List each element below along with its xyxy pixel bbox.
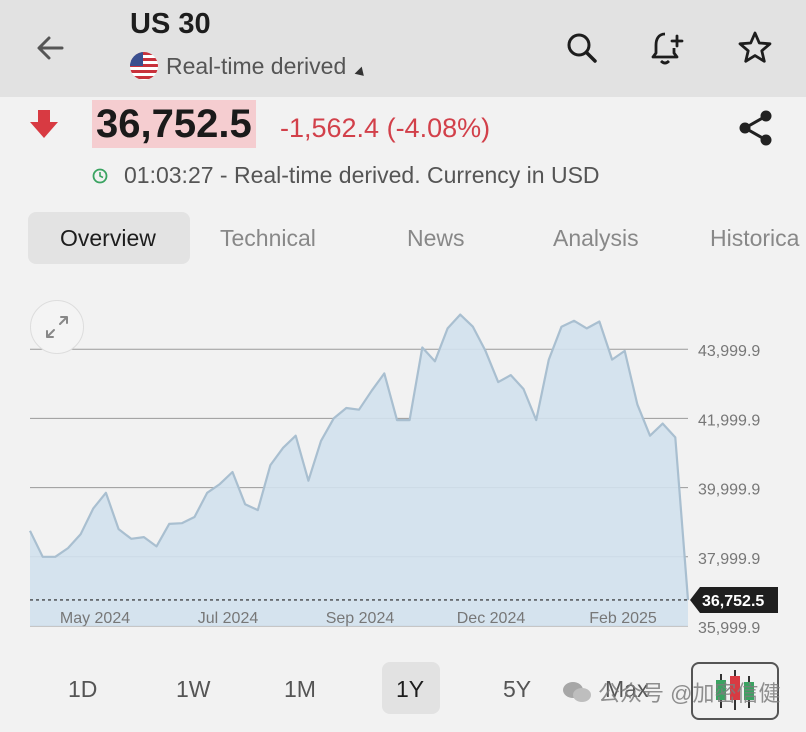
app-bar: US 30 Real-time derived	[0, 0, 806, 97]
share-icon[interactable]	[736, 108, 776, 153]
y-tick-label: 35,999.9	[698, 620, 760, 637]
quote-time-row: 01:03:27 - Real-time derived. Currency i…	[92, 162, 600, 189]
range-1d-button[interactable]: 1D	[68, 676, 98, 702]
clock-icon	[92, 168, 108, 183]
expand-chart-icon[interactable]	[30, 300, 84, 354]
tab-technical[interactable]: Technical	[220, 225, 316, 251]
x-tick-label: Jul 2024	[198, 610, 259, 627]
tab-news[interactable]: News	[407, 225, 465, 251]
range-max-button[interactable]: Max	[605, 676, 649, 702]
last-price: 36,752.5	[92, 100, 256, 148]
watermark-text: 公众号 @加密信健	[562, 676, 780, 708]
source-label: Real-time derived	[166, 52, 347, 79]
last-price-badge	[690, 586, 778, 613]
range-5y-button[interactable]: 5Y	[503, 676, 532, 702]
x-tick-label: Dec 2024	[457, 610, 526, 627]
search-icon[interactable]	[560, 26, 604, 70]
range-1m-button[interactable]: 1M	[284, 676, 316, 702]
y-tick-label: 37,999.9	[698, 551, 760, 568]
tab-overview[interactable]: Overview	[60, 225, 156, 251]
bell-plus-icon[interactable]	[645, 26, 689, 70]
tab-historical[interactable]: Historica	[710, 225, 800, 251]
star-icon[interactable]	[733, 26, 777, 70]
candlestick-icon	[716, 670, 754, 710]
source-selector[interactable]: Real-time derived	[130, 50, 368, 82]
x-tick-label: May 2024	[60, 610, 130, 627]
tab-analysis[interactable]: Analysis	[553, 225, 639, 251]
y-tick-label: 39,999.9	[698, 482, 760, 499]
last-price-label: 36,752.5	[702, 593, 764, 610]
back-arrow-icon[interactable]	[30, 28, 70, 68]
active-tab-highlight	[28, 212, 190, 264]
x-tick-label: Sep 2024	[326, 610, 395, 627]
range-1w-button[interactable]: 1W	[176, 676, 211, 702]
price-down-arrow-icon	[28, 110, 60, 145]
instrument-symbol: US 30	[130, 8, 211, 40]
x-tick-label: Feb 2025	[589, 610, 657, 627]
range-1y-button[interactable]: 1Y	[396, 676, 425, 702]
quote-timestamp: 01:03:27 - Real-time derived. Currency i…	[124, 162, 600, 188]
price-change: -1,562.4 (-4.08%)	[280, 113, 491, 143]
us-flag-icon	[130, 52, 158, 80]
price-chart[interactable]: 43,999.9 41,999.9 39,999.9 37,999.9 35,999.9…	[0, 280, 806, 640]
y-tick-label: 43,999.9	[698, 343, 760, 360]
wechat-icon	[563, 682, 591, 702]
price-area-fill	[30, 314, 688, 626]
dropdown-caret-icon	[354, 66, 368, 80]
active-range-highlight	[382, 662, 440, 714]
price-line	[29, 313, 690, 601]
y-tick-label: 41,999.9	[698, 412, 760, 429]
candlestick-toggle-button[interactable]	[691, 662, 779, 720]
